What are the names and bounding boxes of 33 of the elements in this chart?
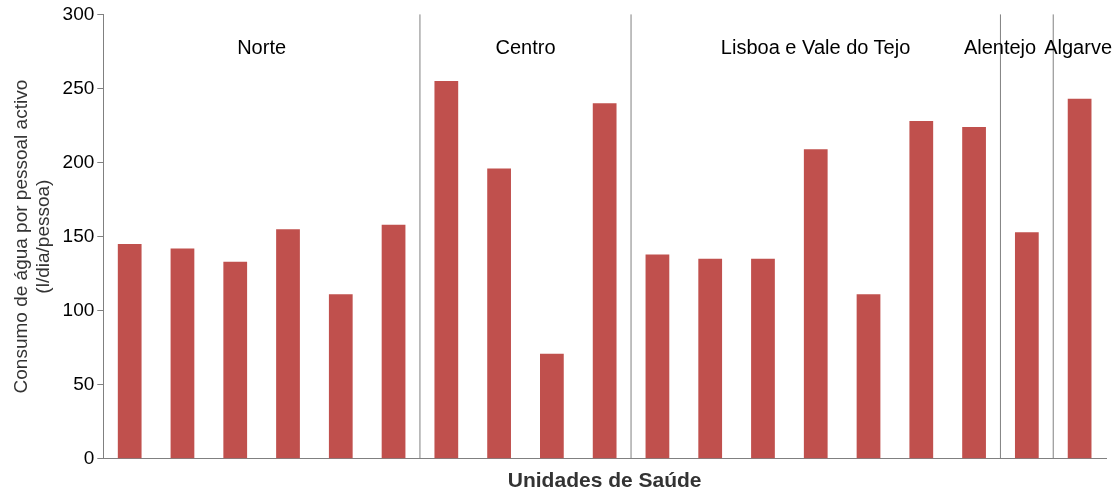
bar bbox=[645, 254, 670, 459]
bar bbox=[592, 103, 617, 459]
bar bbox=[856, 294, 881, 459]
bar bbox=[698, 258, 723, 459]
bar bbox=[381, 224, 406, 459]
bar bbox=[1067, 98, 1092, 459]
y-tick-label: 100 bbox=[62, 298, 95, 320]
y-axis-title: Consumo de água por pessoal activo (l/dia/pessoa) bbox=[9, 79, 54, 394]
bar bbox=[487, 168, 511, 459]
y-tick-label: 50 bbox=[73, 372, 95, 394]
bar bbox=[328, 294, 353, 459]
bar bbox=[1014, 232, 1039, 459]
y-tick-label: 0 bbox=[83, 447, 95, 469]
bar bbox=[540, 353, 564, 459]
bar bbox=[117, 244, 142, 459]
annotation: Centro bbox=[495, 35, 556, 58]
x-axis-title: Unidades de Saúde bbox=[507, 468, 702, 492]
bar bbox=[434, 81, 459, 459]
bar bbox=[803, 149, 828, 459]
y-tick-label: 300 bbox=[62, 2, 95, 24]
bar bbox=[751, 258, 775, 459]
bar bbox=[223, 261, 248, 459]
annotation: Lisboa e Vale do Tejo bbox=[720, 35, 911, 58]
y-tick-label: 150 bbox=[62, 224, 95, 246]
bar bbox=[909, 121, 934, 459]
y-tick-label: 200 bbox=[62, 150, 95, 172]
bar bbox=[962, 126, 986, 459]
annotation: Algarve bbox=[1044, 35, 1112, 58]
annotation: Norte bbox=[237, 35, 287, 58]
y-tick-label: 250 bbox=[62, 76, 95, 98]
bar bbox=[170, 248, 195, 459]
bar bbox=[276, 229, 300, 459]
annotation: Alentejo bbox=[963, 35, 1037, 58]
